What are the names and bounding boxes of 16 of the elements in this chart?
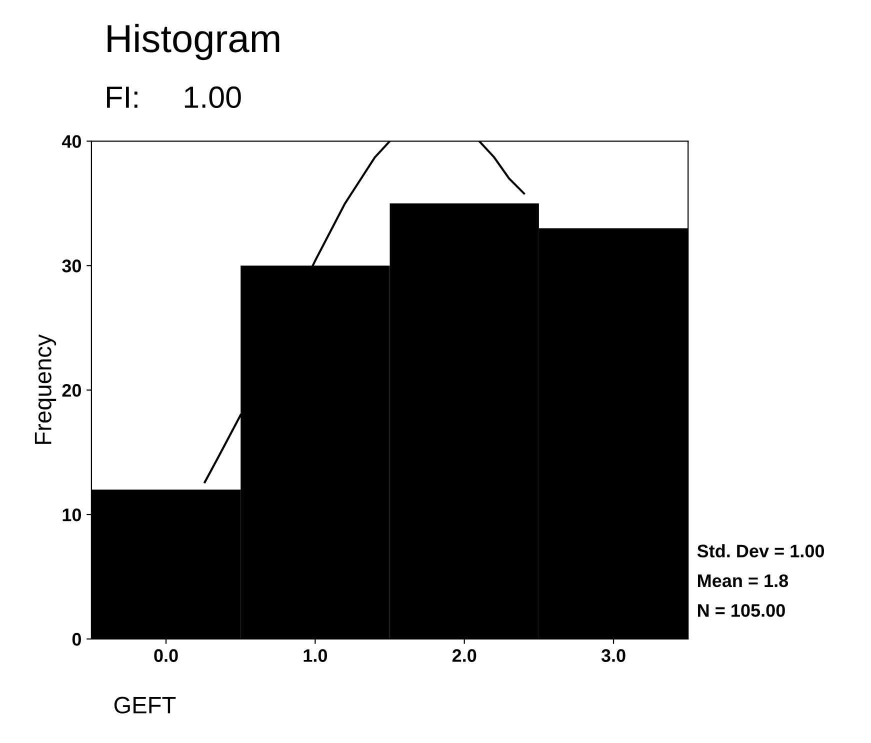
- text: N = 105.00: [698, 604, 785, 617]
- y-axis-title: Frequency: [34, 334, 56, 444]
- y-tick-label: 40: [62, 135, 81, 148]
- y-tick-label: 10: [62, 508, 81, 522]
- y-tick-label: 0: [72, 632, 81, 646]
- text: Mean = 1.8: [698, 574, 788, 588]
- x-axis-title: GEFT: [114, 696, 176, 714]
- text: Std. Dev = 1.00: [697, 544, 824, 558]
- x-tick-label: 1.0: [304, 649, 328, 662]
- x-tick-label: 2.0: [452, 649, 476, 662]
- chart-subtitle: FI: 1.00: [107, 86, 241, 108]
- x-tick-label: 3.0: [601, 649, 626, 662]
- y-tick-label: 30: [62, 260, 81, 272]
- chart-title: Histogram: [108, 24, 280, 60]
- y-tick-label: 20: [62, 384, 81, 397]
- x-tick-label: 0.0: [154, 649, 178, 662]
